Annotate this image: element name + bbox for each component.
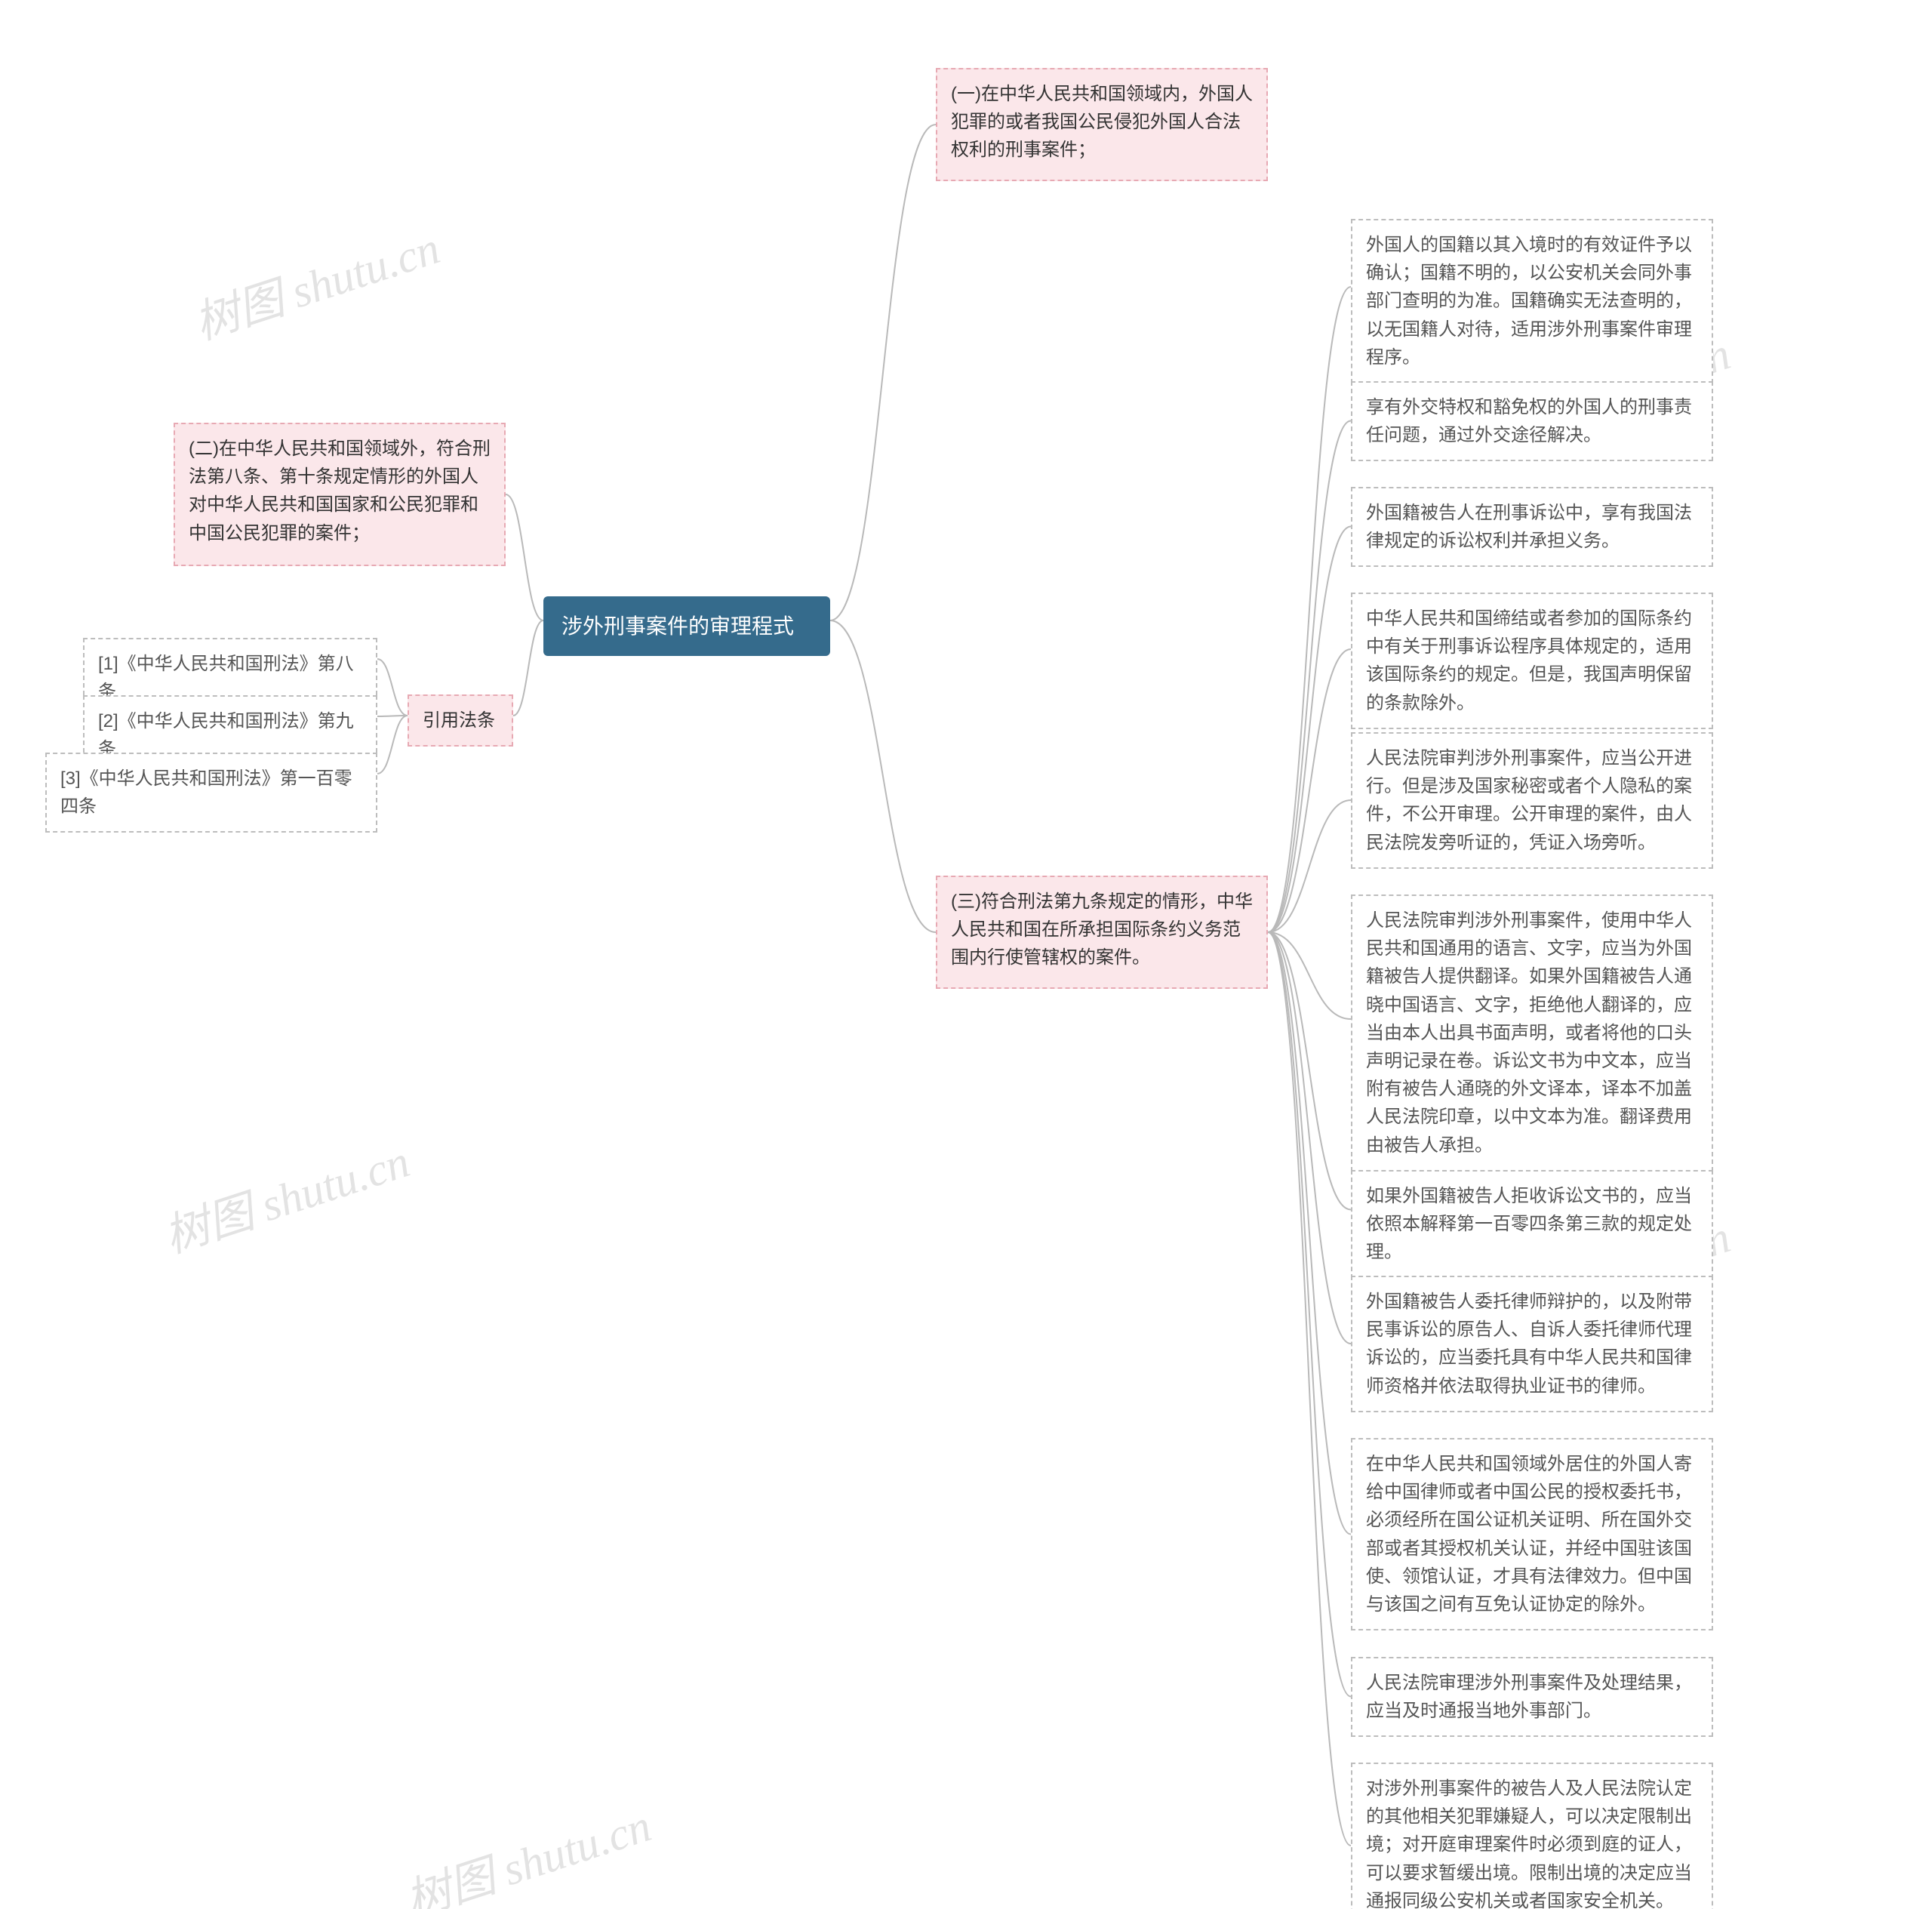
branch-1-domestic: (一)在中华人民共和国领域内，外国人犯罪的或者我国公民侵犯外国人合法权利的刑事案… — [936, 68, 1268, 181]
detail-2: 享有外交特权和豁免权的外国人的刑事责任问题，通过外交途径解决。 — [1351, 381, 1713, 461]
detail-4: 中华人民共和国缔结或者参加的国际条约中有关于刑事诉讼程序具体规定的，适用该国际条… — [1351, 593, 1713, 729]
detail-6: 人民法院审判涉外刑事案件，使用中华人民共和国通用的语言、文字，应当为外国籍被告人… — [1351, 894, 1713, 1172]
root-node: 涉外刑事案件的审理程式 — [543, 596, 830, 656]
watermark: 树图 shutu.cn — [155, 1125, 417, 1266]
branch-cited-laws: 引用法条 — [408, 694, 513, 747]
law-ref-3: [3]《中华人民共和国刑法》第一百零四条 — [45, 753, 377, 833]
detail-1: 外国人的国籍以其入境时的有效证件予以确认；国籍不明的，以公安机关会同外事部门查明… — [1351, 219, 1713, 383]
detail-3: 外国籍被告人在刑事诉讼中，享有我国法律规定的诉讼权利并承担义务。 — [1351, 487, 1713, 567]
detail-10: 人民法院审理涉外刑事案件及处理结果，应当及时通报当地外事部门。 — [1351, 1657, 1713, 1737]
detail-9: 在中华人民共和国领域外居住的外国人寄给中国律师或者中国公民的授权委托书，必须经所… — [1351, 1438, 1713, 1630]
watermark: 树图 shutu.cn — [185, 211, 447, 353]
watermark: 树图 shutu.cn — [396, 1789, 658, 1909]
detail-7: 如果外国籍被告人拒收诉讼文书的，应当依照本解释第一百零四条第三款的规定处理。 — [1351, 1170, 1713, 1279]
branch-2-abroad: (二)在中华人民共和国领域外，符合刑法第八条、第十条规定情形的外国人对中华人民共… — [174, 423, 506, 566]
branch-3-treaty: (三)符合刑法第九条规定的情形，中华人民共和国在所承担国际条约义务范围内行使管辖… — [936, 876, 1268, 989]
detail-5: 人民法院审判涉外刑事案件，应当公开进行。但是涉及国家秘密或者个人隐私的案件，不公… — [1351, 732, 1713, 869]
detail-11: 对涉外刑事案件的被告人及人民法院认定的其他相关犯罪嫌疑人，可以决定限制出境；对开… — [1351, 1763, 1713, 1909]
detail-8: 外国籍被告人委托律师辩护的，以及附带民事诉讼的原告人、自诉人委托律师代理诉讼的，… — [1351, 1276, 1713, 1412]
